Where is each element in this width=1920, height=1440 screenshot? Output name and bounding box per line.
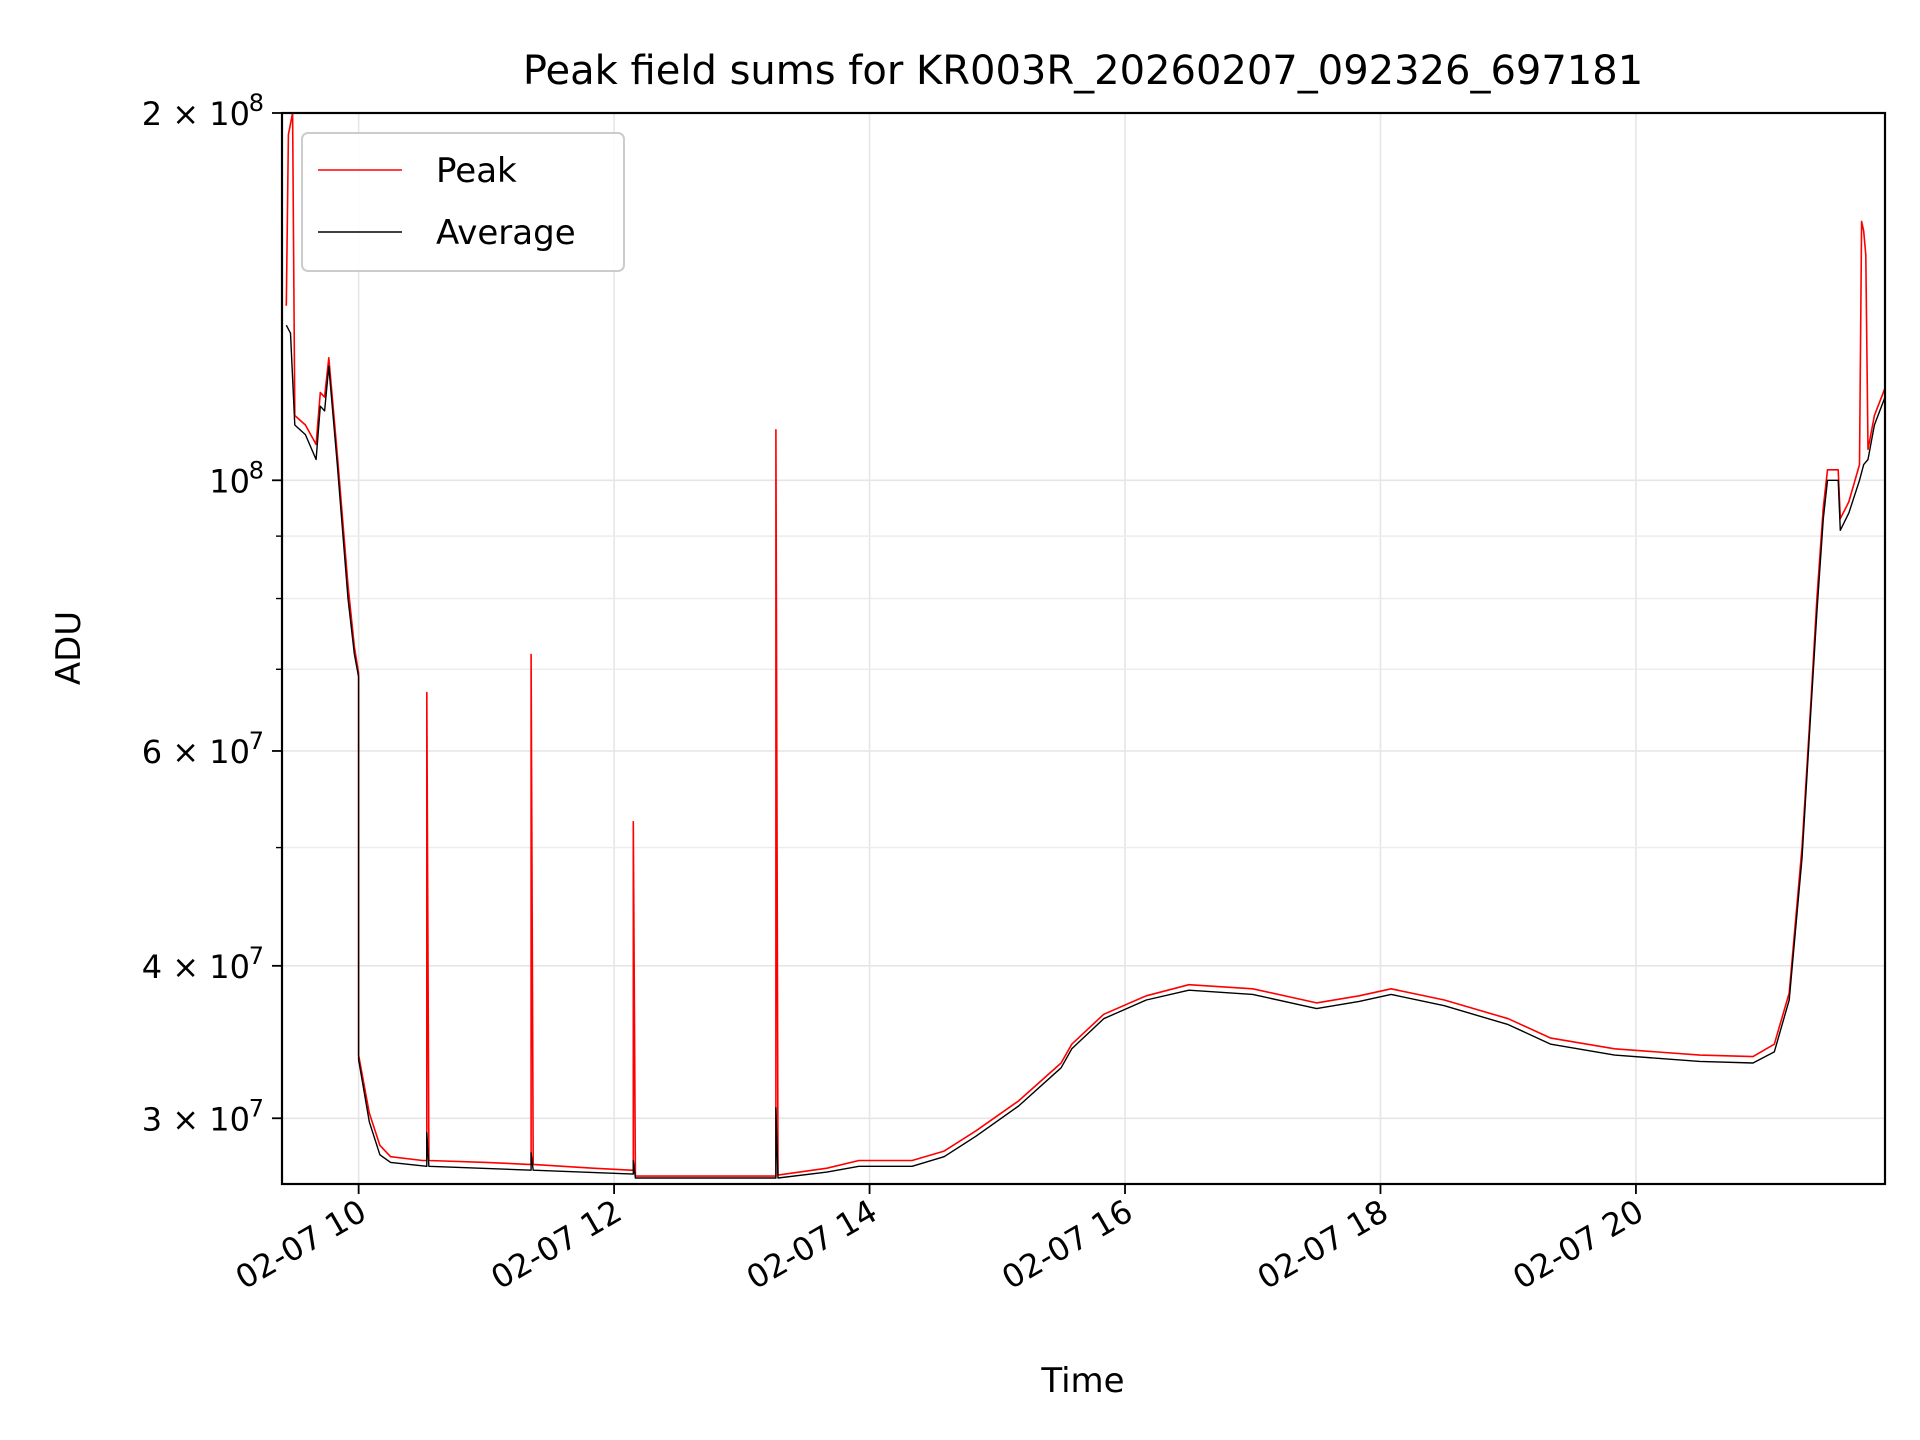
y-tick-label: 76 × 10 <box>142 727 264 771</box>
legend-label: Average <box>436 213 576 253</box>
chart-title: Peak field sums for KR003R_20260207_0923… <box>523 48 1643 94</box>
plot-series <box>285 113 1885 1179</box>
y-tick-label: 82 × 10 <box>142 89 264 133</box>
y-tick-exponent: 8 <box>249 89 264 117</box>
legend-label: Peak <box>436 151 517 191</box>
legend-box <box>301 132 625 272</box>
y-tick-base: 4 × 10 <box>142 948 250 986</box>
legend: Peak Average <box>301 132 625 272</box>
y-tick-exponent: 7 <box>249 942 264 970</box>
x-axis-label: Time <box>1040 1361 1124 1401</box>
y-tick-base: 10 <box>209 462 250 500</box>
plot-frame <box>280 111 1887 1186</box>
y-tick-base: 3 × 10 <box>142 1100 250 1138</box>
y-tick-exponent: 7 <box>249 1094 264 1122</box>
grid <box>282 113 1885 1184</box>
y-tick-label: 810 <box>209 456 264 500</box>
y-axis-label: ADU <box>49 611 89 685</box>
y-tick-exponent: 8 <box>249 456 264 484</box>
y-tick-base: 6 × 10 <box>142 733 250 771</box>
series-line-average <box>285 324 1885 1179</box>
y-tick-label: 74 × 10 <box>142 942 264 986</box>
legend-item-peak: Peak <box>318 151 517 191</box>
y-tick-exponent: 7 <box>249 727 264 755</box>
y-tick-base: 2 × 10 <box>142 95 250 133</box>
legend-item-average: Average <box>318 213 576 253</box>
y-tick-label: 73 × 10 <box>142 1094 264 1138</box>
